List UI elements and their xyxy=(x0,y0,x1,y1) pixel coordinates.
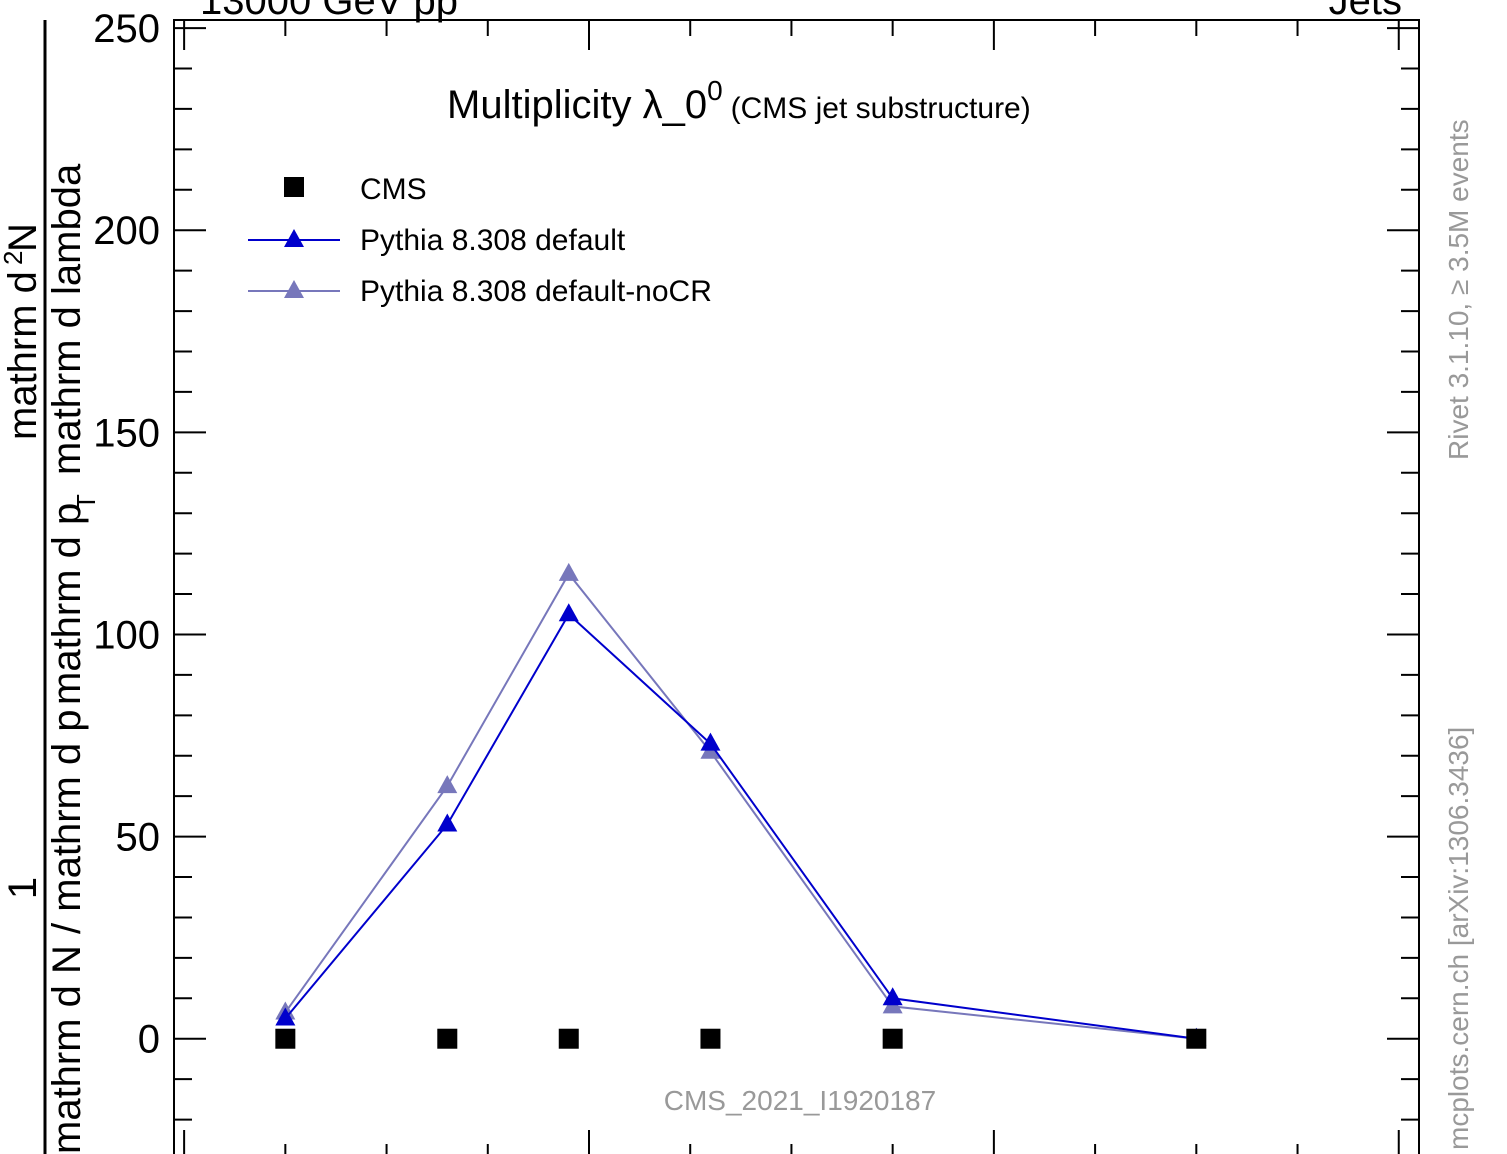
y-label-numerator-mathrm: mathrm d xyxy=(1,271,45,440)
y-tick-label: 50 xyxy=(116,816,161,860)
series-layer xyxy=(275,562,1207,1049)
y-tick-label: 150 xyxy=(93,411,160,455)
y-label-denominator-2-sub: T xyxy=(71,494,101,510)
data-point xyxy=(1186,1028,1207,1049)
legend-marker-cms xyxy=(284,177,304,197)
data-point xyxy=(558,603,579,622)
series-cms xyxy=(275,1028,1207,1049)
legend: CMS Pythia 8.308 default Pythia 8.308 de… xyxy=(248,173,712,308)
data-point xyxy=(700,732,721,751)
chart-title-sup: 0 xyxy=(707,75,723,106)
analysis-watermark: CMS_2021_I1920187 xyxy=(664,1085,936,1116)
y-tick-label: 0 xyxy=(138,1018,160,1062)
x-axis-ticks xyxy=(183,20,1400,1154)
chart-title-suffix: (CMS jet substructure) xyxy=(731,92,1031,125)
y-label-numerator-sup: 2 xyxy=(0,251,28,265)
y-axis-ticks xyxy=(174,27,1419,1121)
data-point xyxy=(882,987,903,1006)
header-right: Jets xyxy=(1329,0,1402,23)
data-point xyxy=(437,775,458,794)
legend-label-cms: CMS xyxy=(360,173,427,206)
y-tick-label: 250 xyxy=(93,7,160,51)
legend-label-pythia-nocr: Pythia 8.308 default-noCR xyxy=(360,275,712,308)
y-label-numerator-tail: N xyxy=(1,223,45,252)
series-pythia-8-308-default-nocr xyxy=(275,562,1207,1046)
series-line xyxy=(284,572,1197,1040)
legend-marker-pythia-nocr xyxy=(284,280,304,298)
data-point xyxy=(275,1007,296,1026)
series-pythia-8-308-default xyxy=(275,603,1207,1046)
y-label-denominator-1: mathrm d N / mathrm d p xyxy=(45,709,89,1154)
plot-frame xyxy=(173,19,1420,1154)
mcplots-reference-label: mcplots.cern.ch [arXiv:1306.3436] xyxy=(1443,727,1474,1150)
data-point xyxy=(882,1028,903,1049)
data-point xyxy=(437,1028,458,1049)
data-point xyxy=(558,562,579,581)
y-label-denominator-2: mathrm d p xyxy=(45,503,89,705)
series-line xyxy=(284,612,1197,1040)
header-left: 13000 GeV pp xyxy=(200,0,458,23)
y-axis-tick-labels: 0 50 100 150 200 250 xyxy=(93,7,160,1062)
data-point xyxy=(275,1028,296,1049)
chart-title: Multiplicity λ_00 (CMS jet substructure) xyxy=(447,75,1031,127)
chart-title-main: Multiplicity λ_0 xyxy=(447,83,707,127)
y-tick-label: 200 xyxy=(93,209,160,253)
legend-marker-pythia-default xyxy=(284,229,304,247)
rivet-version-label: Rivet 3.1.10, ≥ 3.5M events xyxy=(1443,119,1474,460)
data-point xyxy=(437,813,458,832)
y-tick-label: 100 xyxy=(93,613,160,657)
legend-label-pythia-default: Pythia 8.308 default xyxy=(360,224,626,257)
y-label-numerator: 1 xyxy=(1,877,45,899)
data-point xyxy=(700,1028,721,1049)
y-axis-label: 1 mathrm d N / mathrm d p mathrm d p T m… xyxy=(0,20,101,1154)
y-label-denominator-3: mathrm d lambda xyxy=(45,163,89,475)
data-point xyxy=(558,1028,579,1049)
